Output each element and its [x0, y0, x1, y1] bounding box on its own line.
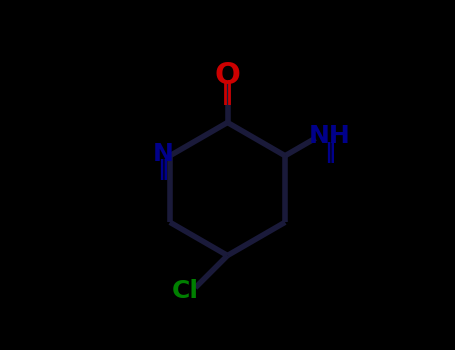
- Text: N: N: [152, 142, 173, 166]
- Text: ‖: ‖: [324, 142, 335, 163]
- Text: ‖: ‖: [221, 80, 234, 105]
- Text: Cl: Cl: [172, 279, 198, 303]
- Text: ‖: ‖: [157, 159, 168, 180]
- Text: NH: NH: [308, 125, 350, 148]
- Text: O: O: [215, 61, 240, 90]
